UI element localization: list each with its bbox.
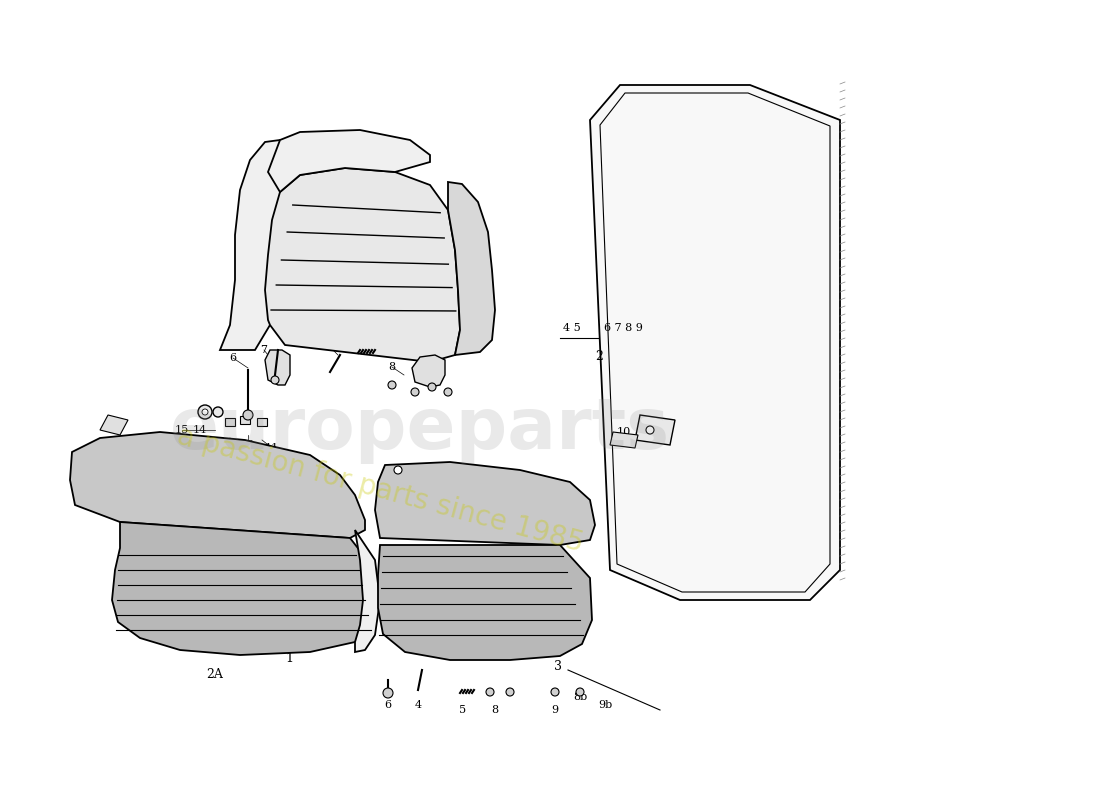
Circle shape xyxy=(444,388,452,396)
Text: 4: 4 xyxy=(327,342,333,352)
Text: 3: 3 xyxy=(554,661,562,674)
Circle shape xyxy=(388,381,396,389)
Circle shape xyxy=(198,405,212,419)
Text: 5: 5 xyxy=(366,320,374,330)
Circle shape xyxy=(486,688,494,696)
Polygon shape xyxy=(412,355,446,387)
Polygon shape xyxy=(355,530,380,652)
Text: a passion for parts since 1985: a passion for parts since 1985 xyxy=(174,422,586,558)
Text: 2: 2 xyxy=(595,350,603,363)
Circle shape xyxy=(506,688,514,696)
Text: 6: 6 xyxy=(230,353,236,363)
Text: 11: 11 xyxy=(265,443,279,453)
Text: 2A: 2A xyxy=(207,668,223,681)
Text: 9: 9 xyxy=(431,365,439,375)
Polygon shape xyxy=(265,168,460,362)
Circle shape xyxy=(202,409,208,415)
Polygon shape xyxy=(635,415,675,445)
Polygon shape xyxy=(268,130,430,192)
Text: 14: 14 xyxy=(192,425,207,435)
Text: europeparts: europeparts xyxy=(169,395,670,465)
Text: 9: 9 xyxy=(551,705,559,715)
Text: 5: 5 xyxy=(460,705,466,715)
Text: 1: 1 xyxy=(285,652,293,665)
Polygon shape xyxy=(220,140,295,350)
Polygon shape xyxy=(226,418,235,426)
Circle shape xyxy=(383,688,393,698)
Text: 4 5 6: 4 5 6 xyxy=(255,630,284,640)
Text: 8: 8 xyxy=(492,705,498,715)
Circle shape xyxy=(213,407,223,417)
Circle shape xyxy=(411,388,419,396)
Text: 8: 8 xyxy=(388,362,396,372)
Circle shape xyxy=(271,376,279,384)
Text: 9b: 9b xyxy=(598,700,612,710)
Text: 8b: 8b xyxy=(573,692,587,702)
Text: 12: 12 xyxy=(241,440,255,450)
Polygon shape xyxy=(375,462,595,545)
Circle shape xyxy=(576,688,584,696)
Polygon shape xyxy=(448,182,495,355)
Text: 15: 15 xyxy=(175,425,189,435)
Text: 10: 10 xyxy=(617,427,631,437)
Polygon shape xyxy=(265,350,290,385)
Circle shape xyxy=(551,688,559,696)
Text: 4: 4 xyxy=(415,700,421,710)
Polygon shape xyxy=(378,545,592,660)
Circle shape xyxy=(394,466,402,474)
Polygon shape xyxy=(590,85,840,600)
Circle shape xyxy=(428,383,436,391)
Polygon shape xyxy=(257,418,267,426)
Polygon shape xyxy=(112,522,375,655)
Text: 7: 7 xyxy=(261,345,267,355)
Text: 6: 6 xyxy=(384,700,392,710)
Circle shape xyxy=(243,410,253,420)
Polygon shape xyxy=(240,416,250,424)
Polygon shape xyxy=(70,432,365,538)
Text: 4 5: 4 5 xyxy=(563,323,581,333)
Polygon shape xyxy=(610,432,638,448)
Circle shape xyxy=(646,426,654,434)
Text: 7 8 9: 7 8 9 xyxy=(295,630,323,640)
Text: 13: 13 xyxy=(213,441,227,451)
Text: 6 7 8 9: 6 7 8 9 xyxy=(604,323,642,333)
Polygon shape xyxy=(100,415,128,435)
